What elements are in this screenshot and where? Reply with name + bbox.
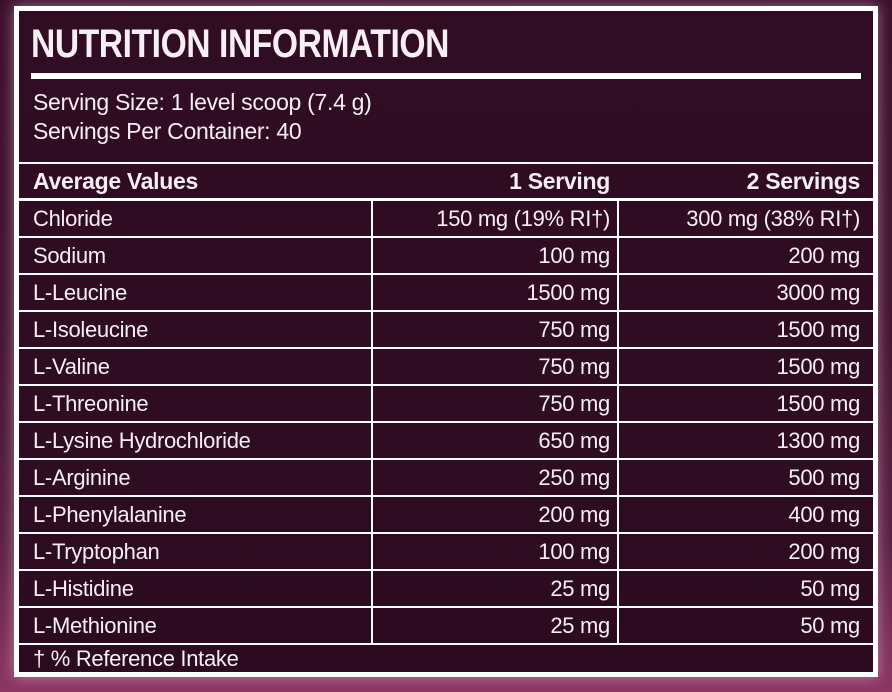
nutrient-name: L-Lysine Hydrochloride [33, 427, 251, 453]
nutrient-name: L-Tryptophan [33, 538, 160, 564]
serving2-value: 3000 mg [617, 275, 873, 310]
nutrition-table: Average Values 1 Serving 2 Servings Chlo… [19, 162, 873, 672]
serving1-value: 750 mg [371, 386, 617, 421]
column-header-average-values: Average Values [33, 167, 198, 194]
serving2-value: 500 mg [617, 460, 873, 495]
nutrient-name: L-Methionine [33, 612, 157, 638]
nutrient-name: L-Threonine [33, 390, 149, 416]
table-row: L-Threonine 750 mg 1500 mg [19, 386, 873, 423]
page-title: NUTRITION INFORMATION [31, 24, 861, 65]
serving2-value: 200 mg [617, 238, 873, 273]
nutrient-name: Chloride [33, 205, 113, 231]
nutrient-name: Sodium [33, 242, 106, 268]
serving2-value: 200 mg [617, 534, 873, 569]
page-title-text: NUTRITION INFORMATION [31, 22, 449, 66]
table-row: L-Histidine 25 mg 50 mg [19, 571, 873, 608]
nutrient-name: L-Arginine [33, 464, 131, 490]
reference-intake-footnote: † % Reference Intake [33, 645, 239, 671]
serving2-value: 1500 mg [617, 386, 873, 421]
table-row: L-Isoleucine 750 mg 1500 mg [19, 312, 873, 349]
table-row: L-Lysine Hydrochloride 650 mg 1300 mg [19, 423, 873, 460]
table-row: L-Methionine 25 mg 50 mg [19, 608, 873, 645]
table-header-row: Average Values 1 Serving 2 Servings [19, 164, 873, 201]
serving1-value: 25 mg [371, 571, 617, 606]
table-row: L-Leucine 1500 mg 3000 mg [19, 275, 873, 312]
serving1-value: 650 mg [371, 423, 617, 458]
serving2-value: 400 mg [617, 497, 873, 532]
column-header-1-serving: 1 Serving [509, 167, 610, 194]
servings-per-container-text: Servings Per Container: 40 [33, 118, 302, 144]
serving1-value: 100 mg [371, 534, 617, 569]
serving1-value: 1500 mg [371, 275, 617, 310]
table-row: Chloride 150 mg (19% RI†) 300 mg (38% RI… [19, 201, 873, 238]
serving2-value: 1500 mg [617, 312, 873, 347]
nutrient-name: L-Leucine [33, 279, 127, 305]
serving1-value: 100 mg [371, 238, 617, 273]
nutrient-name: L-Histidine [33, 575, 134, 601]
serving-size-text: Serving Size: 1 level scoop (7.4 g) [33, 89, 372, 115]
serving2-value: 300 mg (38% RI†) [617, 201, 873, 236]
serving1-value: 750 mg [371, 312, 617, 347]
serving2-value: 1300 mg [617, 423, 873, 458]
nutrient-name: L-Valine [33, 353, 110, 379]
serving-info: Serving Size: 1 level scoop (7.4 g) Serv… [33, 88, 861, 146]
table-row: Sodium 100 mg 200 mg [19, 238, 873, 275]
title-divider [31, 73, 861, 79]
table-row: L-Phenylalanine 200 mg 400 mg [19, 497, 873, 534]
column-header-2-servings: 2 Servings [746, 167, 861, 194]
serving2-value: 1500 mg [617, 349, 873, 384]
table-row: L-Valine 750 mg 1500 mg [19, 349, 873, 386]
serving1-value: 150 mg (19% RI†) [371, 201, 617, 236]
nutrition-label: NUTRITION INFORMATION Serving Size: 1 le… [14, 6, 878, 677]
serving2-value: 50 mg [617, 571, 873, 606]
nutrient-name: L-Isoleucine [33, 316, 149, 342]
serving1-value: 250 mg [371, 460, 617, 495]
serving2-value: 50 mg [617, 608, 873, 643]
table-row: L-Arginine 250 mg 500 mg [19, 460, 873, 497]
table-row: L-Tryptophan 100 mg 200 mg [19, 534, 873, 571]
nutrient-name: L-Phenylalanine [33, 501, 187, 527]
serving1-value: 25 mg [371, 608, 617, 643]
serving1-value: 750 mg [371, 349, 617, 384]
serving1-value: 200 mg [371, 497, 617, 532]
